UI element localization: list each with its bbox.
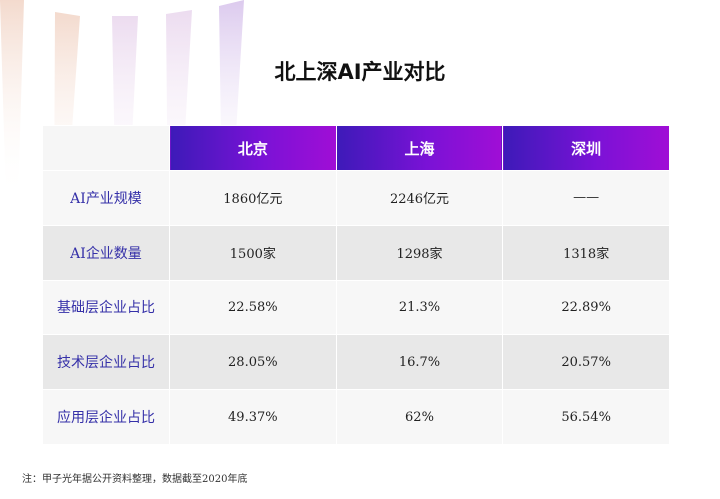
row-label: 应用层企业占比 — [42, 389, 170, 445]
table-corner-cell — [42, 125, 170, 171]
table-cell: 22.89% — [502, 279, 670, 336]
table-row: AI企业数量 1500家 1298家 1318家 — [42, 224, 670, 281]
table-cell: 62% — [335, 389, 504, 445]
row-label: AI产业规模 — [42, 170, 170, 226]
table-cell: 2246亿元 — [335, 170, 504, 226]
page-title: 北上深AI产业对比 — [274, 60, 446, 84]
source-note: 注：甲子光年据公开资料整理，数据截至2020年底 — [22, 474, 248, 485]
table-cell: 22.58% — [169, 279, 337, 336]
row-label: AI企业数量 — [42, 224, 170, 281]
row-label: 技术层企业占比 — [42, 334, 170, 391]
table-cell: 20.57% — [502, 334, 670, 391]
column-header-beijing: 北京 — [169, 125, 337, 171]
table-row: 基础层企业占比 22.58% 21.3% 22.89% — [42, 279, 670, 336]
table-row: AI产业规模 1860亿元 2246亿元 —— — [42, 170, 670, 226]
column-header-shanghai: 上海 — [335, 125, 504, 171]
table-cell: 21.3% — [335, 279, 504, 336]
table-cell: 1500家 — [169, 224, 337, 281]
table-header-row: 北京 上海 深圳 — [42, 125, 670, 171]
table-cell: —— — [502, 170, 670, 226]
table-cell: 28.05% — [169, 334, 337, 391]
table-row: 应用层企业占比 49.37% 62% 56.54% — [42, 389, 670, 445]
comparison-table: 北京 上海 深圳 AI产业规模 1860亿元 2246亿元 —— AI企业数量 … — [42, 125, 670, 445]
table-cell: 56.54% — [502, 389, 670, 445]
table-row: 技术层企业占比 28.05% 16.7% 20.57% — [42, 334, 670, 391]
table-cell: 1318家 — [502, 224, 670, 281]
table-cell: 1860亿元 — [169, 170, 337, 226]
table-cell: 1298家 — [335, 224, 504, 281]
column-header-shenzhen: 深圳 — [502, 125, 670, 171]
table-cell: 49.37% — [169, 389, 337, 445]
row-label: 基础层企业占比 — [42, 279, 170, 336]
table-cell: 16.7% — [335, 334, 504, 391]
